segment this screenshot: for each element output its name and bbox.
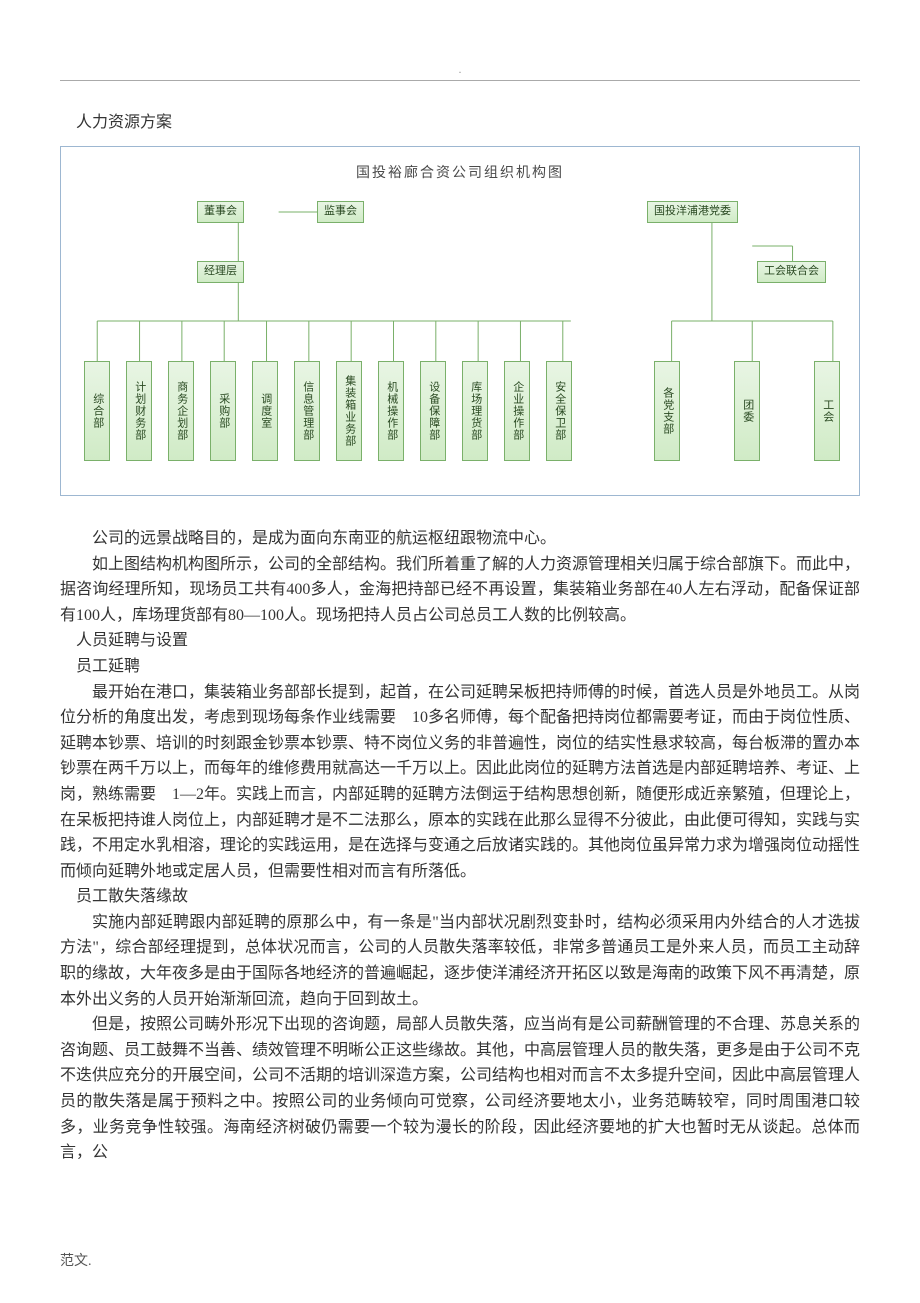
org-chart-area: 董事会 监事会 国投洋浦港党委 经理层 工会联合会 综合部 计划财务部 商务企划…	[67, 201, 853, 481]
node-dept8: 机械操作部	[378, 361, 404, 461]
page-title: 人力资源方案	[60, 110, 860, 136]
page-top-dot: .	[459, 60, 462, 79]
node-dept9: 设备保障部	[420, 361, 446, 461]
paragraph-4: 实施内部延聘跟内部延聘的原那么中，有一条是"当内部状况剧烈变卦时，结构必须采用内…	[60, 910, 860, 1012]
node-dept7: 集装箱业务部	[336, 361, 362, 461]
node-dept5: 调度室	[252, 361, 278, 461]
org-chart-frame: 国投裕廊合资公司组织机构图	[60, 146, 860, 496]
node-dept6: 信息管理部	[294, 361, 320, 461]
node-dept2: 计划财务部	[126, 361, 152, 461]
node-jingliceng: 经理层	[197, 261, 244, 283]
heading-3: 员工散失落缘故	[60, 884, 860, 910]
node-dept15: 工会	[814, 361, 840, 461]
node-dept1: 综合部	[84, 361, 110, 461]
node-dept13: 各党支部	[654, 361, 680, 461]
heading-1: 人员延聘与设置	[60, 628, 860, 654]
node-dept14: 团委	[734, 361, 760, 461]
org-chart-title: 国投裕廊合资公司组织机构图	[67, 163, 853, 185]
node-dept10: 库场理货部	[462, 361, 488, 461]
paragraph-3: 最开始在港口，集装箱业务部部长提到，起首，在公司延聘呆板把持师傅的时候，首选人员…	[60, 680, 860, 885]
body-text: 公司的远景战略目的，是成为面向东南亚的航运枢纽跟物流中心。 如上图结构机构图所示…	[60, 526, 860, 1166]
node-dept12: 安全保卫部	[546, 361, 572, 461]
node-dept3: 商务企划部	[168, 361, 194, 461]
top-horizontal-rule	[60, 80, 860, 81]
node-dept4: 采购部	[210, 361, 236, 461]
paragraph-5: 但是，按照公司畴外形况下出现的咨询题，局部人员散失落，应当尚有是公司薪酬管理的不…	[60, 1012, 860, 1166]
node-dongshihui: 董事会	[197, 201, 244, 223]
node-party: 国投洋浦港党委	[647, 201, 738, 223]
paragraph-2: 如上图结构机构图所示，公司的全部结构。我们所着重了解的人力资源管理相关归属于综合…	[60, 552, 860, 629]
page-footer: 范文.	[60, 1251, 92, 1273]
heading-2: 员工延聘	[60, 654, 860, 680]
node-union: 工会联合会	[757, 261, 826, 283]
paragraph-1: 公司的远景战略目的，是成为面向东南亚的航运枢纽跟物流中心。	[60, 526, 860, 552]
node-jianshihui: 监事会	[317, 201, 364, 223]
node-dept11: 企业操作部	[504, 361, 530, 461]
